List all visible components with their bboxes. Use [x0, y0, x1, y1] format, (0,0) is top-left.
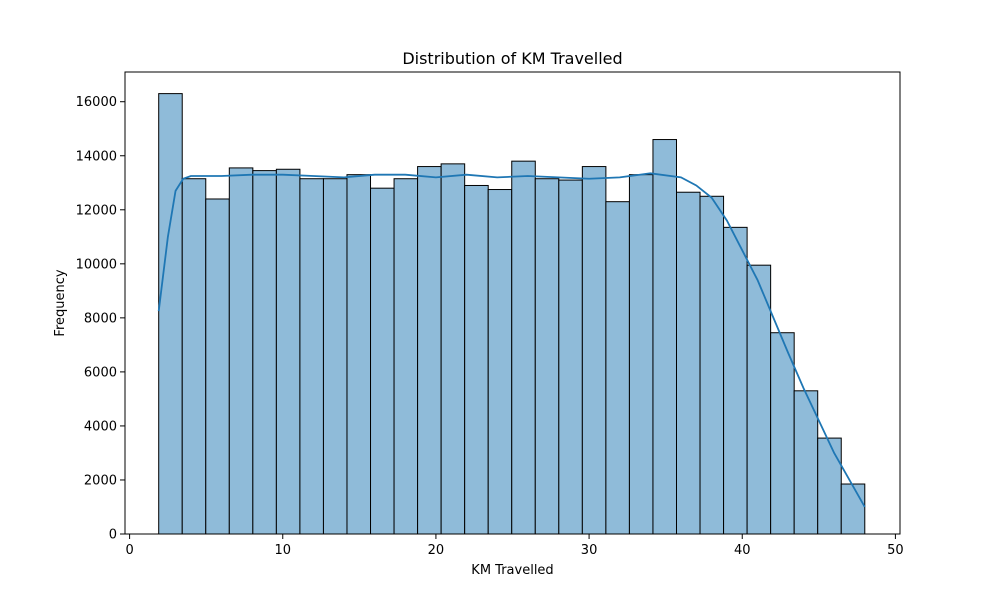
- histogram-bar: [228, 167, 254, 535]
- histogram-bar: [487, 189, 513, 535]
- x-axis-label: KM Travelled: [471, 563, 553, 578]
- histogram-bar: [770, 332, 795, 535]
- histogram-bar: [252, 170, 277, 535]
- chart-title: Distribution of KM Travelled: [402, 49, 622, 68]
- y-axis-label: Frequency: [53, 269, 68, 336]
- histogram-bar: [370, 187, 395, 535]
- histogram-bar: [840, 483, 866, 535]
- kde-line: [157, 172, 866, 508]
- histogram-bar: [605, 201, 630, 535]
- y-tick-label: 0: [109, 528, 117, 543]
- histogram-bar: [675, 191, 701, 535]
- histogram-bar: [275, 168, 301, 535]
- y-tick-label: 14000: [76, 149, 117, 164]
- histogram-bar: [346, 174, 372, 535]
- histogram-bar: [699, 195, 725, 535]
- histogram-bar: [205, 198, 230, 535]
- y-tick-label: 12000: [76, 203, 117, 218]
- y-axis-ticks: 0 2000 4000 6000 8000 10000 12000 14000 16000: [76, 95, 125, 543]
- histogram-bar: [299, 178, 324, 535]
- y-tick-label: 2000: [84, 473, 117, 488]
- histogram-bar: [181, 178, 207, 535]
- histogram-bar: [817, 437, 842, 535]
- histogram-bar: [393, 178, 419, 535]
- histogram-bar: [440, 163, 466, 535]
- y-tick-label: 16000: [76, 95, 117, 110]
- histogram-bar: [581, 166, 607, 535]
- y-tick-label: 8000: [84, 311, 117, 326]
- x-tick-label: 40: [734, 543, 751, 558]
- histogram-bar: [723, 226, 748, 535]
- x-tick-label: 20: [428, 543, 445, 558]
- histogram-bar: [417, 166, 442, 535]
- x-axis-ticks: 0 10 20 30 40 50: [125, 534, 904, 558]
- bars-group: [158, 93, 866, 535]
- histogram-bar: [558, 179, 583, 535]
- y-tick-label: 10000: [76, 257, 117, 272]
- x-tick-label: 30: [581, 543, 598, 558]
- histogram-bar: [652, 139, 677, 535]
- x-tick-label: 50: [887, 543, 904, 558]
- plot-area-frame: [124, 71, 901, 535]
- x-tick-label: 0: [125, 543, 133, 558]
- histogram-bar: [464, 184, 489, 535]
- histogram-bar: [322, 178, 348, 535]
- histogram-bar: [628, 174, 654, 535]
- histogram-bar: [534, 178, 560, 535]
- y-tick-label: 4000: [84, 419, 117, 434]
- histogram-bar: [511, 160, 536, 535]
- histogram-bar: [158, 93, 183, 535]
- x-tick-label: 10: [274, 543, 291, 558]
- histogram-bar: [746, 264, 772, 535]
- y-tick-label: 6000: [84, 365, 117, 380]
